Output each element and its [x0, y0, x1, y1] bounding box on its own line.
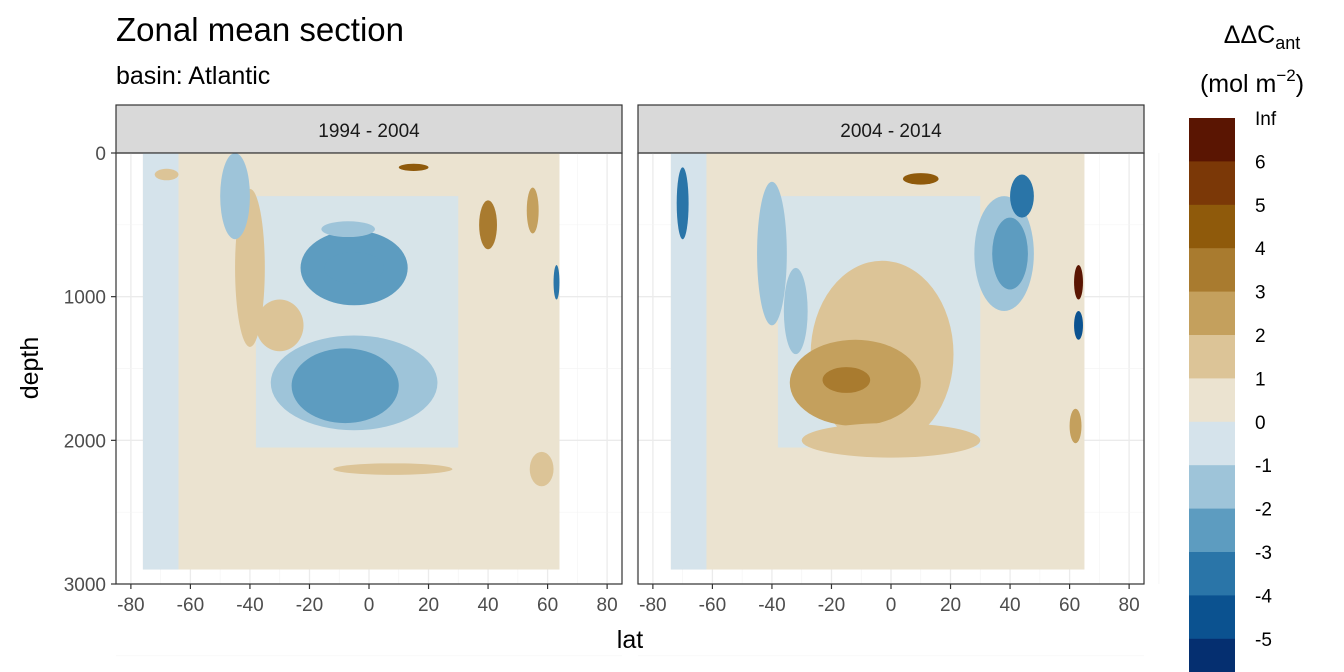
legend-label: 1: [1255, 369, 1266, 390]
field-band: [670, 153, 707, 570]
y-tick-label: 3000: [64, 575, 106, 596]
legend-swatch: [1189, 595, 1235, 640]
field-band: [142, 153, 179, 570]
legend-title: ΔΔCant: [1224, 21, 1300, 53]
anomaly-contour: [1010, 174, 1034, 218]
color-legend: ΔΔCant (mol m−2) Inf 6 5 4 3 2 1 0 -1 -2 -3 -4 -5: [1189, 21, 1304, 672]
legend-unit: (mol m−2): [1200, 66, 1304, 98]
anomaly-contour: [220, 153, 250, 240]
legend-unit-superscript: −2: [1276, 66, 1295, 85]
legend-swatch: [1189, 378, 1235, 423]
x-tick-label: 60: [1059, 595, 1080, 616]
anomaly-contour: [902, 173, 939, 185]
x-tick-label: -60: [177, 595, 204, 616]
anomaly-contour: [333, 463, 453, 475]
x-tick-label: -40: [758, 595, 785, 616]
legend-label: -5: [1255, 630, 1272, 651]
anomaly-contour: [553, 265, 560, 300]
legend-label: 4: [1255, 239, 1266, 260]
anomaly-contour: [757, 181, 787, 326]
facet-strip-label: 1994 - 2004: [318, 121, 420, 142]
legend-swatch: [1189, 248, 1235, 293]
legend-label: 5: [1255, 196, 1266, 217]
legend-swatch: [1189, 508, 1235, 553]
anomaly-contour: [1074, 265, 1083, 300]
x-tick-label: 40: [999, 595, 1020, 616]
facet-strip-label: 2004 - 2014: [840, 121, 942, 142]
legend-label: 3: [1255, 283, 1266, 304]
legend-label: 2: [1255, 326, 1266, 347]
legend-swatch: [1189, 204, 1235, 249]
facet-panel: 1994 - 2004 -80 -60 -40 -20 0 20 40 60 80 0 1000 200…: [64, 104, 638, 657]
x-tick-label: 0: [364, 595, 375, 616]
anomaly-field: [670, 153, 1085, 570]
anomaly-contour: [992, 217, 1028, 290]
chart-title: Zonal mean section: [116, 11, 404, 48]
anomaly-contour: [1069, 408, 1082, 444]
x-tick-label: -80: [639, 595, 666, 616]
anomaly-contour: [154, 168, 179, 181]
anomaly-contour: [398, 163, 429, 171]
legend-label: -1: [1255, 456, 1272, 477]
facet-panels: 1994 - 2004-80 -60 -40 -20 0 20 40 60 8001000200…: [64, 104, 1160, 657]
x-tick-label: -80: [117, 595, 144, 616]
x-tick-label: -60: [699, 595, 726, 616]
legend-swatch: [1189, 552, 1235, 596]
legend-label: -2: [1255, 500, 1272, 521]
legend-title-subscript: ant: [1275, 33, 1300, 53]
legend-swatch: [1189, 291, 1235, 336]
facet-strip: [115, 104, 623, 154]
legend-label: -3: [1255, 543, 1272, 564]
anomaly-contour: [324, 252, 384, 284]
legend-label: 0: [1255, 413, 1266, 434]
anomaly-contour: [529, 451, 554, 487]
x-tick-label: 80: [1119, 595, 1140, 616]
anomaly-contour: [255, 299, 304, 352]
x-tick-label: 80: [597, 595, 618, 616]
x-tick-label: 0: [886, 595, 897, 616]
legend-unit-suffix: ): [1296, 70, 1304, 98]
y-tick-label: 0: [95, 144, 106, 165]
facet-panel: 2004 - 2014 -80 -60 -40 -20 0 20 40 60 80: [637, 104, 1160, 657]
x-tick-label: 40: [477, 595, 498, 616]
anomaly-contour: [321, 221, 375, 238]
legend-label: Inf: [1255, 109, 1277, 130]
legend-label: -4: [1255, 586, 1272, 607]
anomaly-contour: [479, 200, 497, 250]
legend-label: 6: [1255, 152, 1266, 173]
anomaly-contour: [801, 423, 981, 458]
legend-swatch: [1189, 638, 1235, 672]
legend-swatch: [1189, 335, 1235, 379]
y-axis-title: depth: [16, 337, 44, 400]
anomaly-contour: [291, 348, 399, 424]
x-tick-label: 20: [418, 595, 439, 616]
y-tick-label: 1000: [64, 288, 106, 309]
facet-strip: [637, 104, 1145, 154]
anomaly-contour: [783, 267, 808, 355]
x-tick-label: -40: [236, 595, 263, 616]
anomaly-contour: [822, 367, 871, 393]
anomaly-contour: [526, 187, 539, 234]
x-axis-title: lat: [617, 626, 643, 654]
y-tick-label: 2000: [64, 431, 106, 452]
legend-swatch: [1189, 161, 1235, 206]
anomaly-contour: [676, 167, 689, 240]
legend-swatch: [1189, 465, 1235, 510]
x-tick-label: -20: [818, 595, 845, 616]
legend-swatch: [1189, 421, 1235, 466]
x-tick-label: -20: [296, 595, 323, 616]
chart-subtitle: basin: Atlantic: [116, 62, 270, 90]
legend-swatch: [1189, 118, 1235, 162]
x-tick-label: 20: [940, 595, 961, 616]
x-tick-label: 60: [537, 595, 558, 616]
anomaly-field: [142, 153, 560, 570]
anomaly-contour: [1074, 311, 1083, 340]
